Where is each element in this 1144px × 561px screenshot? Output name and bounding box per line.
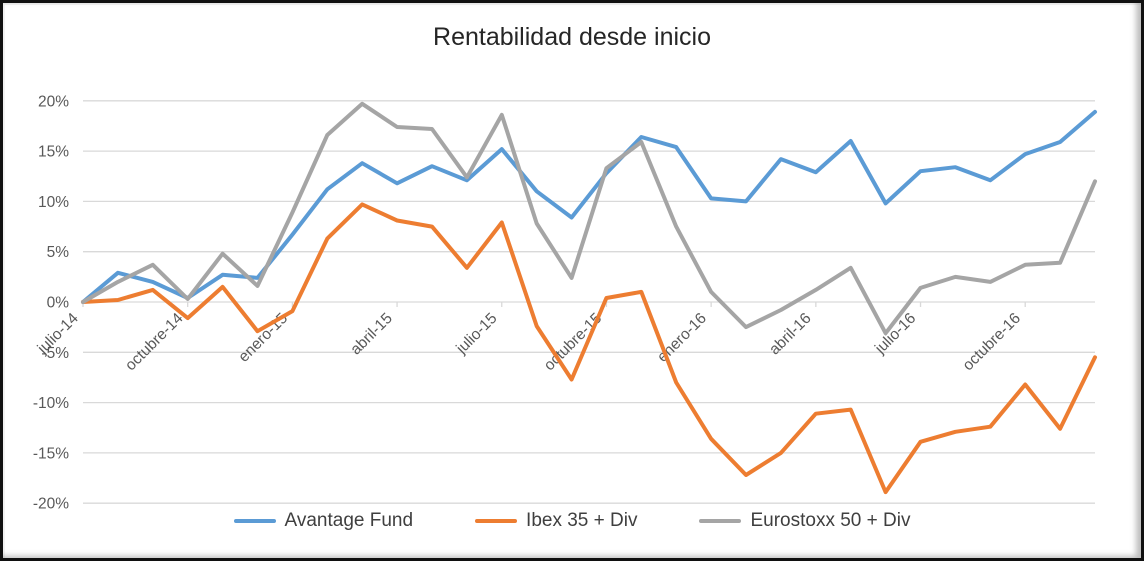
- x-axis-labels: julio-14 octubre-14 enero-15 abril-15 julio-…: [34, 310, 1024, 375]
- y-tick-label: -15%: [33, 445, 69, 462]
- legend-line-swatch-ibex-35-div: [475, 519, 518, 523]
- y-tick-label: 20%: [38, 93, 69, 110]
- gridlines: [83, 100, 1095, 504]
- x-tick-label: octubre-16: [960, 310, 1024, 374]
- x-tick-label: abril-16: [766, 310, 815, 359]
- plot-area: 20% 15% 10% 5% 0% -5% -10% -15% -20% julio-14 octu…: [33, 93, 1097, 513]
- legend-label: Ibex 35 + Div: [526, 510, 638, 531]
- y-axis-labels: 20% 15% 10% 5% 0% -5% -10% -15% -20%: [33, 93, 69, 512]
- chart-legend: Avantage Fund Ibex 35 + Div Eurostoxx 50…: [3, 510, 1141, 532]
- series-line-avantage-fund[interactable]: [81, 109, 1097, 304]
- x-tick-label: octubre-14: [122, 310, 187, 375]
- y-tick-label: -20%: [33, 496, 69, 513]
- x-tick-label: julio-15: [453, 310, 501, 358]
- y-tick-label: 0%: [47, 295, 70, 312]
- series-line-eurostoxx-50-div[interactable]: [81, 101, 1097, 336]
- y-tick-label: -5%: [41, 345, 69, 362]
- y-tick-label: -10%: [33, 395, 69, 412]
- legend-item-eurostoxx-50-div[interactable]: Eurostoxx 50 + Div: [699, 510, 910, 532]
- series-lines: [81, 101, 1097, 495]
- legend-label: Avantage Fund: [284, 510, 414, 531]
- legend-item-avantage-fund[interactable]: Avantage Fund: [233, 510, 414, 532]
- y-tick-label: 15%: [38, 144, 69, 161]
- x-tick-label: abril-15: [347, 310, 396, 359]
- legend-item-ibex-35-div[interactable]: Ibex 35 + Div: [475, 510, 637, 532]
- y-tick-label: 10%: [38, 194, 69, 211]
- x-axis-ticks: [82, 302, 1026, 307]
- legend-line-swatch-eurostoxx-50-div: [699, 519, 742, 523]
- chart-title[interactable]: Rentabilidad desde inicio: [433, 23, 711, 51]
- legend-label: Eurostoxx 50 + Div: [750, 510, 911, 531]
- x-tick-label: enero-16: [654, 310, 710, 366]
- legend-line-swatch-avantage-fund: [233, 519, 276, 523]
- series-line-ibex-35-div[interactable]: [81, 202, 1097, 495]
- y-tick-label: 5%: [47, 244, 70, 261]
